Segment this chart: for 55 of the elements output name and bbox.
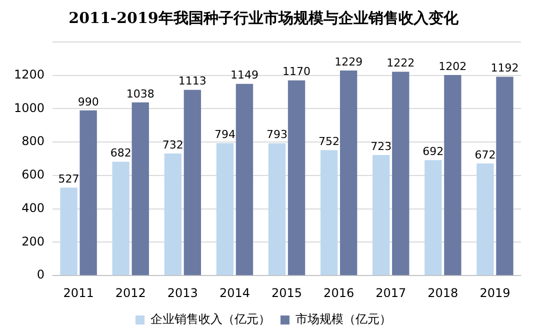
data-label: 672 [474,148,496,162]
data-label: 793 [266,128,288,142]
data-label: 1038 [126,87,154,100]
bar [424,160,442,276]
x-tick-label: 2015 [271,286,302,300]
bar [444,75,462,276]
x-tick-label: 2016 [324,286,354,300]
data-label: 527 [58,172,80,186]
x-tick-label: 2018 [428,286,458,300]
bar [392,72,410,276]
data-label: 1149 [230,68,258,82]
data-label: 1222 [386,56,415,70]
y-tick-label: 0 [36,268,45,282]
bar [496,76,514,276]
x-tick-label: 2019 [480,286,510,300]
bar [236,84,254,276]
bar [476,163,494,276]
x-tick-label: 2013 [167,286,198,300]
data-label: 1113 [178,74,206,88]
bar [216,143,234,276]
bar [320,150,338,276]
y-tick-label: 400 [22,200,45,215]
bar [372,154,390,276]
y-tick-label: 600 [22,168,45,182]
x-tick-label: 2011 [63,286,94,300]
x-tick-label: 2017 [376,286,406,300]
data-label: 692 [422,144,444,158]
legend-label: 市场规模（亿元） [296,312,392,326]
data-label: 1170 [282,65,311,78]
data-label: 682 [110,146,132,160]
x-tick-label: 2012 [115,286,146,300]
y-tick-label: 1000 [14,100,45,115]
y-tick-label: 200 [22,234,45,248]
bar [340,70,358,276]
data-label: 1229 [334,55,363,68]
y-tick-label: 1200 [14,67,45,82]
data-label: 752 [318,134,340,148]
bar [112,162,130,276]
data-label: 990 [78,95,99,108]
data-label: 1202 [438,60,467,73]
bar [132,102,149,276]
data-label: 732 [162,138,184,152]
x-tick-label: 2014 [219,286,250,300]
bar [80,110,97,276]
bar [164,153,182,276]
data-label: 1192 [490,62,519,75]
bar [60,188,78,276]
bar [268,143,286,276]
legend-label: 企业销售收入（亿元） [150,312,270,326]
bar [288,80,306,276]
data-label: 723 [370,140,392,153]
data-label: 794 [214,128,236,141]
y-tick-label: 800 [22,134,45,148]
bar [184,90,202,276]
chart-title: 2011-2019年我国种子行业市场规模与企业销售收入变化 [68,8,460,27]
